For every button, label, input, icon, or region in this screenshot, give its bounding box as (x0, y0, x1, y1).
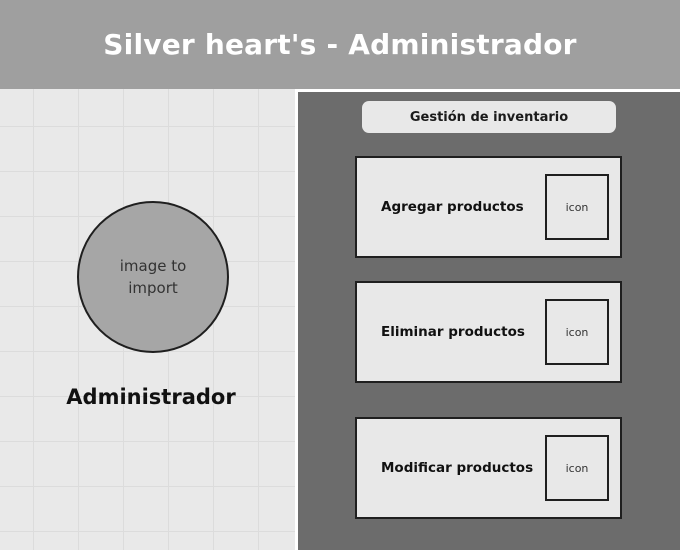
modify-products-button[interactable]: Modificar productos icon (355, 417, 622, 519)
delete-products-icon: icon (545, 299, 609, 365)
avatar[interactable]: image to import (77, 201, 229, 353)
app-title: Silver heart's - Administrador (103, 28, 577, 61)
avatar-placeholder-text: image to import (119, 257, 187, 297)
add-products-button[interactable]: Agregar productos icon (355, 156, 622, 258)
add-products-icon: icon (545, 174, 609, 240)
inventory-section-header: Gestión de inventario (362, 101, 616, 133)
profile-panel: image to import Administrador (0, 89, 295, 550)
delete-products-label: Eliminar productos (381, 324, 525, 340)
modify-products-label: Modificar productos (381, 460, 534, 476)
inventory-section-title: Gestión de inventario (409, 109, 569, 125)
app-header: Silver heart's - Administrador (0, 0, 680, 89)
delete-products-button[interactable]: Eliminar productos icon (355, 281, 622, 383)
add-products-label: Agregar productos (381, 199, 524, 215)
modify-products-icon: icon (545, 435, 609, 501)
profile-name: Administrador (66, 385, 236, 409)
